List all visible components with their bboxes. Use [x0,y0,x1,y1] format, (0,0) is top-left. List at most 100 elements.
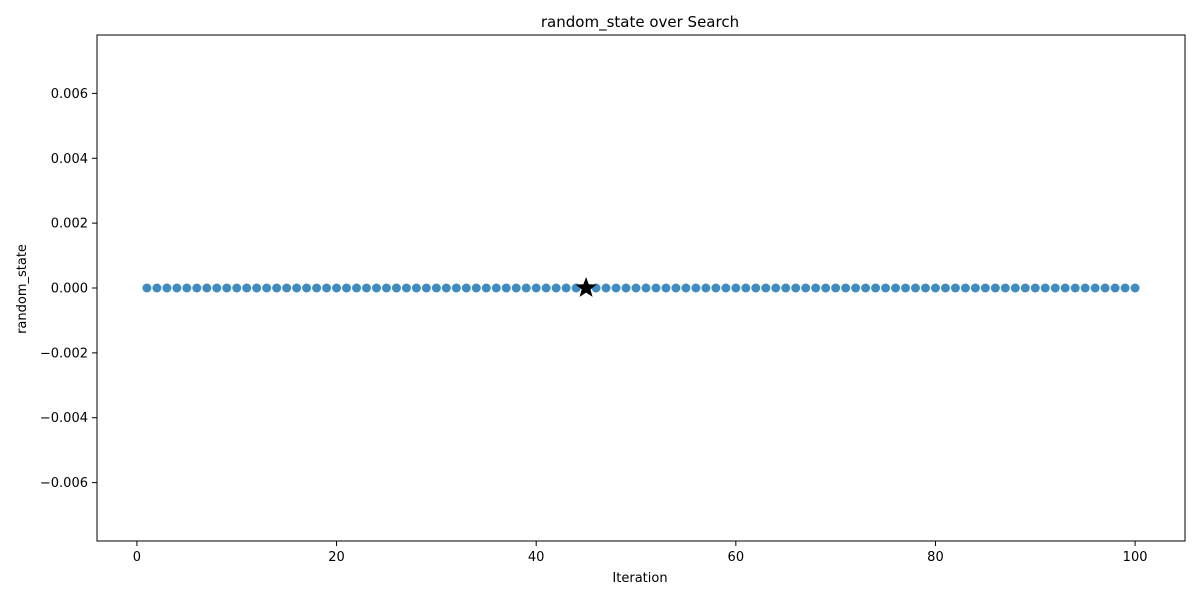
data-point [781,283,791,293]
data-point [970,283,980,293]
data-point [342,283,352,293]
x-axis: 0 20 40 60 80 100 [133,541,1148,565]
data-point [451,283,461,293]
data-point [611,283,621,293]
best-marker-group [575,277,597,297]
data-point [791,283,801,293]
data-point [1000,283,1010,293]
data-point [881,283,891,293]
y-tick-label: −0.002 [40,346,88,361]
data-point [421,283,431,293]
data-point [541,283,551,293]
data-point [531,283,541,293]
data-point [901,283,911,293]
data-point [771,283,781,293]
data-point [681,283,691,293]
data-point [1090,283,1100,293]
y-tick-label: 0.000 [51,282,88,297]
y-tick-label: 0.002 [51,217,88,232]
data-point [831,283,841,293]
data-point [821,283,831,293]
data-point [152,283,162,293]
data-point [891,283,901,293]
data-point [631,283,641,293]
data-point [1060,283,1070,293]
data-point [561,283,571,293]
data-point [691,283,701,293]
data-point [601,283,611,293]
data-point [1050,283,1060,293]
data-point [182,283,192,293]
x-axis-title: Iteration [612,571,667,586]
data-point [1080,283,1090,293]
data-point [910,283,920,293]
data-point [352,283,362,293]
data-point [801,283,811,293]
data-point [990,283,1000,293]
x-tick-label: 40 [528,550,545,565]
data-point [920,283,930,293]
data-point [651,283,661,293]
data-points [142,283,1140,293]
data-point [192,283,202,293]
data-point [242,283,252,293]
data-point [362,283,372,293]
data-point [202,283,212,293]
data-point [471,283,481,293]
data-point [1040,283,1050,293]
data-point [721,283,731,293]
data-point [232,283,242,293]
data-point [960,283,970,293]
data-point [292,283,302,293]
data-point [671,283,681,293]
data-point [950,283,960,293]
data-point [731,283,741,293]
data-point [1030,283,1040,293]
data-point [701,283,711,293]
y-tick-label: 0.006 [51,87,88,102]
data-point [1120,283,1130,293]
data-point [861,283,871,293]
y-axis: −0.006 −0.004 −0.002 0.000 0.002 0.004 0.006 [40,87,97,491]
data-point [272,283,282,293]
data-point [302,283,312,293]
data-point [252,283,262,293]
y-axis-title: random_state [15,244,30,334]
chart-title: random_state over Search [541,13,739,32]
data-point [1070,283,1080,293]
data-point [841,283,851,293]
data-point [521,283,531,293]
data-point [391,283,401,293]
x-tick-label: 60 [728,550,745,565]
data-point [1130,283,1140,293]
data-point [282,283,292,293]
data-point [511,283,521,293]
data-point [661,283,671,293]
data-point [551,283,561,293]
data-point [381,283,391,293]
data-point [142,283,152,293]
best-point-star-marker [575,277,597,297]
x-tick-label: 0 [133,550,141,565]
data-point [930,283,940,293]
data-point [212,283,222,293]
x-tick-label: 100 [1123,550,1148,565]
data-point [501,283,511,293]
data-point [851,283,861,293]
y-tick-label: −0.006 [40,476,88,491]
data-point [431,283,441,293]
x-tick-label: 80 [927,550,944,565]
data-point [741,283,751,293]
data-point [262,283,272,293]
data-point [491,283,501,293]
data-point [222,283,232,293]
data-point [172,283,182,293]
data-point [1100,283,1110,293]
data-point [1110,283,1120,293]
data-point [1020,283,1030,293]
data-point [481,283,491,293]
data-point [641,283,651,293]
data-point [751,283,761,293]
y-tick-label: −0.004 [40,411,88,426]
